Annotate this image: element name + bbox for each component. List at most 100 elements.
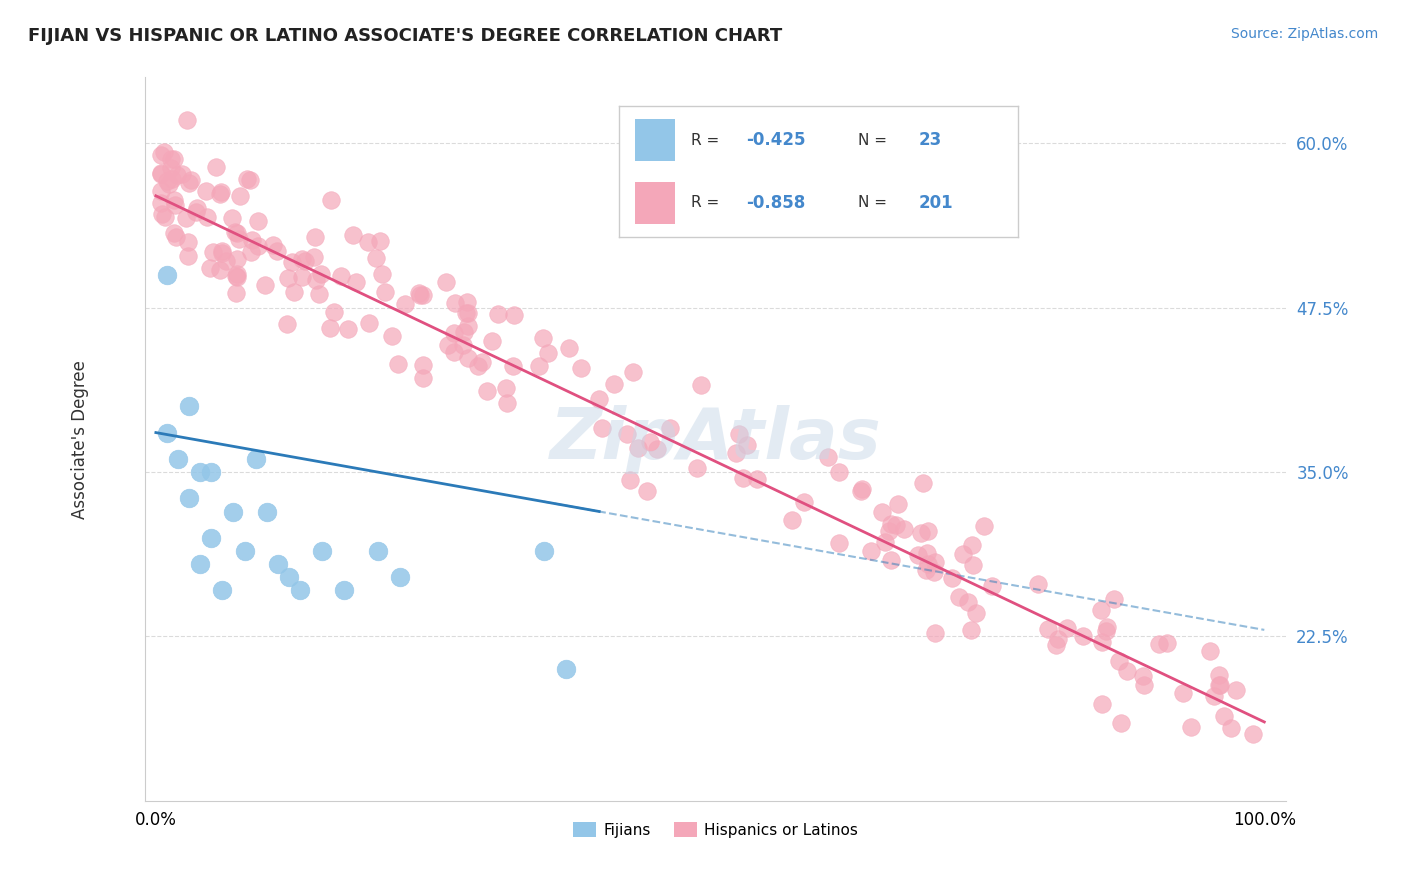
Point: [229, 189, 252, 203]
Point: [915, 563, 938, 577]
Point: [163, 193, 186, 207]
Point: [254, 277, 277, 292]
Point: [412, 358, 434, 372]
Point: [371, 268, 394, 282]
Point: [924, 555, 946, 569]
Point: [533, 544, 555, 558]
Point: [333, 583, 356, 598]
Point: [304, 229, 326, 244]
Point: [408, 286, 430, 301]
Point: [973, 519, 995, 533]
Point: [880, 553, 903, 567]
Point: [195, 184, 218, 198]
Point: [150, 167, 173, 181]
Point: [922, 565, 945, 579]
Point: [616, 427, 638, 442]
Point: [1045, 639, 1067, 653]
Point: [162, 172, 184, 186]
Point: [305, 272, 328, 286]
Point: [1241, 727, 1264, 741]
Point: [177, 235, 200, 249]
Text: ZipAtlas: ZipAtlas: [550, 405, 882, 474]
Point: [319, 193, 342, 207]
Point: [150, 147, 173, 161]
Point: [177, 176, 200, 190]
Point: [849, 483, 872, 498]
Point: [163, 152, 186, 166]
Point: [256, 504, 278, 518]
Point: [209, 185, 232, 199]
Point: [1147, 637, 1170, 651]
Point: [357, 235, 380, 249]
Point: [1036, 623, 1059, 637]
Point: [381, 329, 404, 343]
Point: [1212, 709, 1234, 723]
Point: [329, 268, 352, 283]
Point: [266, 244, 288, 258]
Point: [211, 244, 233, 259]
Point: [163, 226, 186, 240]
Point: [645, 442, 668, 456]
Point: [150, 196, 173, 211]
Point: [283, 285, 305, 300]
Point: [225, 227, 247, 241]
Point: [457, 306, 479, 320]
Point: [443, 326, 465, 340]
Point: [224, 225, 246, 239]
Point: [924, 625, 946, 640]
Point: [228, 232, 250, 246]
Point: [735, 438, 758, 452]
Point: [308, 287, 330, 301]
Point: [917, 524, 939, 539]
Point: [186, 205, 208, 219]
Point: [636, 484, 658, 499]
Point: [364, 252, 387, 266]
Point: [245, 451, 267, 466]
Point: [456, 294, 478, 309]
Point: [486, 306, 509, 320]
Point: [281, 254, 304, 268]
Point: [1133, 678, 1156, 692]
Point: [851, 483, 873, 497]
Point: [591, 421, 613, 435]
Text: Source: ZipAtlas.com: Source: ZipAtlas.com: [1230, 27, 1378, 41]
Point: [179, 399, 201, 413]
Point: [471, 355, 494, 369]
Point: [621, 365, 644, 379]
Point: [236, 171, 259, 186]
Point: [211, 245, 233, 260]
Point: [165, 198, 187, 212]
Point: [1091, 697, 1114, 711]
Point: [157, 178, 180, 192]
Point: [1094, 624, 1116, 638]
Point: [412, 370, 434, 384]
Point: [176, 211, 198, 226]
Point: [1071, 629, 1094, 643]
Point: [685, 461, 707, 475]
Point: [160, 153, 183, 167]
Point: [948, 591, 970, 605]
Point: [267, 557, 290, 571]
Point: [180, 173, 202, 187]
Point: [239, 173, 262, 187]
Point: [221, 211, 243, 225]
Point: [915, 546, 938, 560]
Point: [240, 233, 263, 247]
Point: [208, 187, 231, 202]
Point: [782, 513, 804, 527]
Point: [910, 525, 932, 540]
Point: [1180, 720, 1202, 734]
Point: [150, 166, 173, 180]
Point: [886, 517, 908, 532]
Point: [408, 288, 430, 302]
Point: [291, 269, 314, 284]
Point: [1225, 683, 1247, 698]
Point: [828, 466, 851, 480]
Point: [276, 317, 298, 331]
Point: [952, 547, 974, 561]
Point: [357, 317, 380, 331]
Point: [1208, 668, 1230, 682]
Point: [319, 320, 342, 334]
Point: [875, 534, 897, 549]
Point: [394, 297, 416, 311]
